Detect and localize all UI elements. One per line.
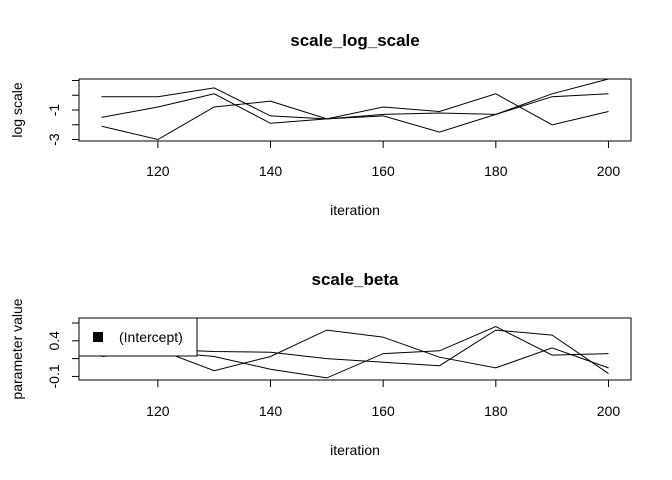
panel1-plot-frame [78,78,632,142]
panel1-y-tick-label: -3 [46,133,62,146]
panel1-title: scale_log_scale [290,31,419,50]
panel2-x-tick-label: 120 [146,403,170,419]
panel1-series-line-3 [101,93,609,141]
panel1-x-tick-label: 140 [259,163,283,179]
panel2-x-tick-label: 160 [371,403,395,419]
panel2-x-tick-label: 180 [484,403,508,419]
panel2-title: scale_beta [312,270,399,289]
panel2-legend-swatch [93,332,103,342]
panel1-series-line-1 [101,78,609,120]
panel2-x-tick-label: 140 [259,403,283,419]
panel2-x-axis-label: iteration [330,442,380,458]
panel2-legend-label: (Intercept) [119,329,183,345]
panel2-y-tick-label: -0.1 [46,364,62,388]
panel2-x-tick-label: 200 [597,403,621,419]
panel2-series-line-2 [101,329,609,372]
panel1-y-tick-label: -1 [46,104,62,117]
panel1-y-axis-label: log scale [9,82,25,137]
panel1-x-axis-label: iteration [330,202,380,218]
panel1-x-tick-label: 120 [146,163,170,179]
panel2-y-tick-label: 0.4 [46,331,62,351]
panel1-x-tick-label: 160 [371,163,395,179]
panel1-x-tick-label: 180 [484,163,508,179]
panel1-x-tick-label: 200 [597,163,621,179]
panel1-series-line-2 [101,93,609,126]
panel2-y-axis-label: parameter value [9,298,25,399]
